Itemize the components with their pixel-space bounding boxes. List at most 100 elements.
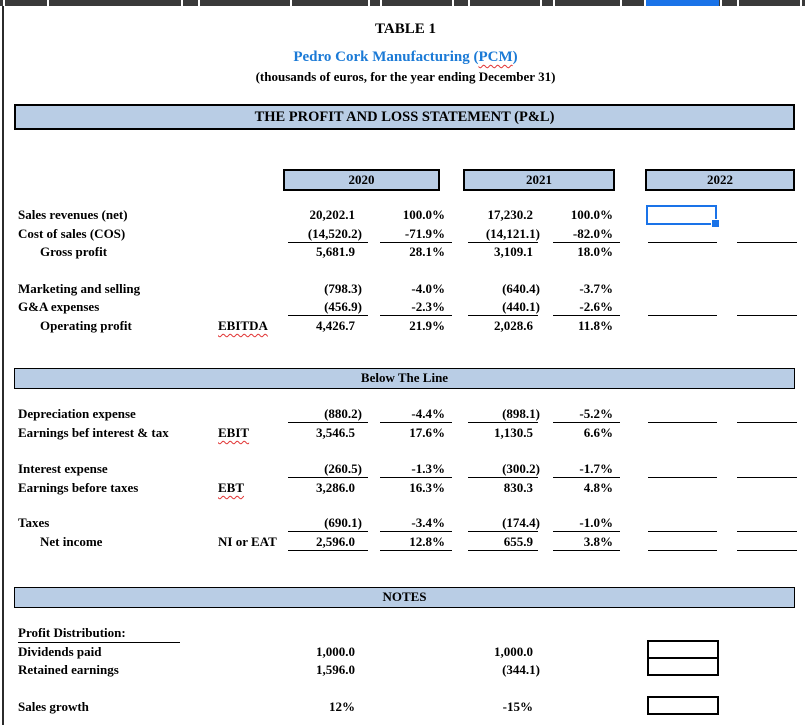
company-title[interactable]: Pedro Cork Manufacturing (PCM): [14, 49, 797, 66]
selected-cell[interactable]: [646, 205, 720, 228]
cell-2020-percent[interactable]: -3.4%: [411, 515, 445, 530]
empty-2022-percent-cell[interactable]: [737, 315, 797, 316]
row-label[interactable]: Retained earnings: [18, 662, 119, 677]
cell-2020-value[interactable]: 2,596.0: [316, 534, 355, 549]
double-cell-border: [380, 550, 452, 551]
row-label[interactable]: Marketing and selling: [18, 281, 141, 296]
empty-2022-value-cell[interactable]: [648, 242, 717, 243]
row-label[interactable]: Operating profit: [40, 318, 132, 333]
row-label[interactable]: Sales revenues (net): [18, 207, 128, 222]
notes-header[interactable]: NOTES: [14, 587, 795, 608]
table-title[interactable]: TABLE 1: [14, 21, 797, 38]
empty-2022-value-cell[interactable]: [648, 315, 717, 316]
empty-2022-growth-box[interactable]: [647, 696, 719, 715]
cell-2021-percent[interactable]: -1.0%: [579, 515, 613, 530]
empty-2022-retained-box[interactable]: [647, 657, 719, 676]
cell-2021-value[interactable]: 830.3: [503, 480, 533, 495]
cell-2020-percent[interactable]: 100.0%: [402, 207, 445, 222]
below-the-line-header[interactable]: Below The Line: [14, 368, 795, 389]
cell-2020-value[interactable]: 3,286.0: [316, 480, 355, 495]
row-abbreviation[interactable]: EBIT: [218, 425, 250, 440]
cell-2021-value[interactable]: 2,028.6: [494, 318, 533, 333]
cell-2020-value[interactable]: (260.5): [324, 461, 362, 476]
row-abbreviation[interactable]: EBITDA: [218, 318, 268, 333]
cell-2020-percent[interactable]: 28.1%: [409, 244, 445, 259]
row-label[interactable]: Earnings before taxes: [18, 480, 139, 495]
cell-2020-value[interactable]: (880.2): [324, 406, 362, 421]
row-abbreviation[interactable]: EBT: [218, 480, 245, 495]
cell-2021-percent[interactable]: 4.8%: [583, 480, 613, 495]
cell-2021-percent[interactable]: 100.0%: [570, 207, 613, 222]
cell-2020-value[interactable]: 4,426.7: [316, 318, 355, 333]
cell-2020-value[interactable]: (690.1): [324, 515, 362, 530]
cell-2020-value[interactable]: 1,000.0: [316, 644, 355, 659]
cell-2021-value[interactable]: 3,109.1: [494, 244, 533, 259]
cell-2021-value[interactable]: (174.4): [502, 515, 540, 530]
cell-2021-percent[interactable]: 6.6%: [583, 425, 613, 440]
cell-2021-value[interactable]: (14,121.1): [485, 226, 540, 241]
cell-2020-percent[interactable]: 21.9%: [409, 318, 445, 333]
cell-2021-percent[interactable]: -5.2%: [579, 406, 613, 421]
row-label[interactable]: G&A expenses: [18, 299, 100, 314]
cell-2020-value[interactable]: 1,596.0: [316, 662, 355, 677]
cell-2021-percent[interactable]: -1.7%: [579, 461, 613, 476]
cell-2020-value[interactable]: (14,520.2): [307, 226, 362, 241]
cell-2021-percent[interactable]: -3.7%: [579, 281, 613, 296]
cell-2020-value[interactable]: (456.9): [324, 299, 362, 314]
table-subtitle[interactable]: (thousands of euros, for the year ending…: [14, 69, 797, 85]
year-header-2020[interactable]: 2020: [283, 169, 440, 191]
row-label[interactable]: Dividends paid: [18, 644, 102, 659]
cell-2021-value[interactable]: 1,000.0: [494, 644, 533, 659]
notes-heading[interactable]: Profit Distribution:: [18, 625, 180, 643]
row-label[interactable]: Taxes: [18, 515, 50, 530]
fill-handle[interactable]: [711, 219, 720, 228]
cell-2021-percent[interactable]: -2.6%: [579, 299, 613, 314]
cell-2020-value[interactable]: 3,546.5: [316, 425, 355, 440]
empty-2022-value-cell[interactable]: [648, 531, 717, 532]
row-label[interactable]: Net income: [40, 534, 103, 549]
pl-statement-header[interactable]: THE PROFIT AND LOSS STATEMENT (P&L): [14, 104, 795, 130]
cell-2021-percent[interactable]: 11.8%: [577, 318, 613, 333]
cell-2021-percent[interactable]: 3.8%: [583, 534, 613, 549]
cell-2021-value[interactable]: 1,130.5: [494, 425, 533, 440]
empty-2022-value-cell[interactable]: [648, 477, 717, 478]
empty-2022-percent-cell[interactable]: [737, 422, 797, 423]
cell-2020-percent[interactable]: -4.4%: [411, 406, 445, 421]
row-label[interactable]: Depreciation expense: [18, 406, 136, 421]
cell-2021-percent[interactable]: -82.0%: [572, 226, 613, 241]
cell-2021-percent[interactable]: 18.0%: [577, 244, 613, 259]
cell-2021-value[interactable]: -15%: [502, 699, 533, 714]
row-label[interactable]: Gross profit: [40, 244, 108, 259]
empty-2022-percent-cell[interactable]: [737, 531, 797, 532]
cell-2020-percent[interactable]: 17.6%: [409, 425, 445, 440]
cell-2021-value[interactable]: 655.9: [503, 534, 533, 549]
cell-2021-value[interactable]: 17,230.2: [487, 207, 534, 222]
year-header-2022[interactable]: 2022: [645, 169, 795, 191]
cell-2020-value[interactable]: 20,202.1: [309, 207, 356, 222]
cell-2020-value[interactable]: 12%: [329, 699, 355, 714]
empty-2022-percent-cell[interactable]: [737, 550, 797, 551]
cell-2020-percent[interactable]: 16.3%: [409, 480, 445, 495]
cell-2020-percent[interactable]: -2.3%: [411, 299, 445, 314]
cell-2020-value[interactable]: (798.3): [324, 281, 362, 296]
empty-2022-percent-cell[interactable]: [737, 477, 797, 478]
row-abbreviation[interactable]: NI or EAT: [218, 534, 277, 549]
empty-2022-value-cell[interactable]: [648, 422, 717, 423]
cell-2021-value[interactable]: (344.1): [502, 662, 540, 677]
year-header-2021[interactable]: 2021: [463, 169, 615, 191]
empty-2022-percent-cell[interactable]: [737, 242, 797, 243]
cell-2021-value[interactable]: (300.2): [502, 461, 540, 476]
cell-2021-value[interactable]: (898.1): [502, 406, 540, 421]
cell-2020-value[interactable]: 5,681.9: [316, 244, 355, 259]
cell-2021-value[interactable]: (440.1): [502, 299, 540, 314]
cell-2020-percent[interactable]: -4.0%: [411, 281, 445, 296]
row-label[interactable]: Earnings bef interest & tax: [18, 425, 169, 440]
cell-2020-percent[interactable]: -71.9%: [404, 226, 445, 241]
cell-2021-value[interactable]: (640.4): [502, 281, 540, 296]
row-label[interactable]: Sales growth: [18, 699, 89, 714]
row-label[interactable]: Interest expense: [18, 461, 108, 476]
cell-2020-percent[interactable]: -1.3%: [411, 461, 445, 476]
cell-2020-percent[interactable]: 12.8%: [409, 534, 445, 549]
empty-2022-value-cell[interactable]: [648, 550, 717, 551]
row-label[interactable]: Cost of sales (COS): [18, 226, 126, 241]
